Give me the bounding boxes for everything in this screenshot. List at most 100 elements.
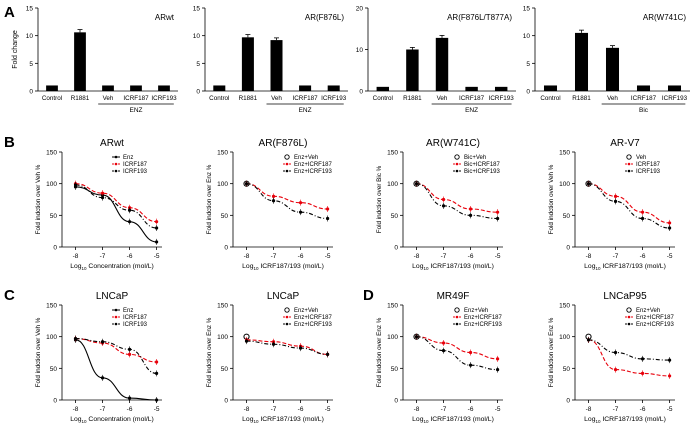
legend-marker [455, 322, 459, 326]
line-chart-mr49f: 0 50 100 150 -8 -7 -6 -5 MR49F Fold indction over… [376, 291, 503, 424]
bar-icrf187 [299, 85, 312, 91]
series-line-enz-icrf187 [246, 339, 328, 355]
y-tick-label: 20 [356, 6, 364, 13]
x-tick-label: -7 [100, 253, 106, 260]
y-tick-label: 100 [217, 181, 228, 188]
legend-marker [626, 154, 632, 160]
category-label: ICRF187 [292, 95, 318, 102]
y-axis-label: Fold indction over Enz % [206, 317, 213, 387]
category-label: R1881 [239, 95, 258, 102]
category-label: ICRF193 [489, 95, 515, 102]
x-axis-label: Log10 ICRF187/193 (mol/L) [242, 416, 324, 424]
category-label: ICRF193 [321, 95, 347, 102]
y-tick-label: 50 [50, 213, 58, 220]
legend-marker [285, 162, 289, 166]
y-tick-label: 0 [394, 398, 398, 405]
x-tick-label: -8 [73, 406, 79, 413]
bar-veh [605, 47, 620, 91]
legend-label: Enz+Veh [464, 308, 488, 314]
y-tick-label: 100 [217, 334, 228, 341]
panel-letter-c: C [4, 287, 15, 304]
legend-marker [114, 315, 118, 319]
y-tick-label: 15 [523, 6, 531, 13]
x-tick-label: -5 [667, 253, 673, 260]
x-axis-label: Log10 ICRF187/193 (mol/L) [584, 416, 666, 424]
treatment-label: ENZ [299, 107, 312, 114]
chart-title: AR(W741C) [643, 13, 686, 22]
treatment-label: ENZ [130, 107, 143, 114]
y-tick-label: 150 [387, 150, 398, 157]
legend-label: Enz+ICRF193 [294, 169, 333, 175]
legend-marker [626, 307, 632, 313]
bar-icrf193 [667, 85, 682, 91]
y-axis-label: Fold indction over Enz % [206, 164, 213, 234]
x-tick-label: -8 [73, 253, 79, 260]
y-axis-label: Fold indction over Veh % [35, 164, 42, 234]
y-tick-label: 10 [193, 33, 201, 40]
panel-letter-a: A [4, 4, 15, 21]
y-tick-label: 150 [387, 303, 398, 310]
chart-title: AR(F876L) [259, 138, 308, 149]
series-line-enz-icrf187 [588, 339, 670, 377]
y-tick-label: 100 [46, 181, 57, 188]
x-tick-label: -6 [468, 406, 474, 413]
y-tick-label: 5 [526, 61, 530, 68]
category-label: Veh [103, 95, 114, 102]
series-line-enz-icrf193 [246, 183, 328, 220]
bar-control [213, 85, 226, 91]
y-tick-label: 0 [566, 398, 570, 405]
legend-label: Enz+ICRF187 [636, 315, 675, 321]
series-line-icrf193 [588, 183, 670, 229]
x-tick-label: -8 [244, 406, 250, 413]
x-tick-label: -5 [495, 253, 501, 260]
y-tick-label: 10 [356, 47, 364, 54]
y-axis-label: Fold change [12, 30, 19, 69]
y-tick-label: 150 [46, 150, 57, 157]
bar-r1881 [406, 49, 419, 91]
x-tick-label: -7 [441, 253, 447, 260]
chart-title: AR-V7 [610, 138, 640, 149]
series-line-enz-icrf187 [246, 183, 328, 210]
y-tick-label: 50 [221, 213, 229, 220]
y-axis-label: Fold indction over Veh % [35, 317, 42, 387]
bar-icrf187 [636, 85, 651, 91]
legend-marker [114, 155, 118, 159]
x-axis-label: Log10 Concentration (mol/L) [70, 416, 154, 424]
legend-label: Enz [123, 308, 133, 314]
bar-chart-arwt: 0 5 10 15 Fold change ARwt Control R1881 Veh ICRF… [12, 6, 178, 114]
x-axis-label: Log10 Concentration (mol/L) [70, 263, 154, 271]
y-tick-label: 0 [526, 89, 530, 96]
line-chart-lncap95: 0 50 100 150 -8 -7 -6 -5 LNCaP95 Fold indction ov… [548, 291, 675, 424]
y-tick-label: 0 [29, 89, 33, 96]
y-axis-label: Fold indction over Enz % [376, 317, 383, 387]
y-tick-label: 50 [391, 366, 399, 373]
bar-veh [435, 37, 449, 91]
line-chart-lncap: 0 50 100 150 -8 -7 -6 -5 LNCaP Fold indction over… [35, 291, 162, 424]
series-line-icrf187 [75, 338, 157, 363]
legend-label: Enz+ICRF187 [294, 315, 333, 321]
bar-icrf193 [494, 86, 508, 91]
y-axis-label: Fold indction over Enz % [548, 317, 555, 387]
y-tick-label: 50 [563, 366, 571, 373]
x-tick-label: -5 [154, 406, 160, 413]
y-tick-label: 150 [46, 303, 57, 310]
legend-marker [285, 322, 289, 326]
bar-veh [270, 40, 283, 91]
y-tick-label: 0 [224, 398, 228, 405]
legend-label: Enz+Veh [294, 155, 318, 161]
category-label: R1881 [71, 95, 90, 102]
line-chart-lncap: 0 50 100 150 -8 -7 -6 -5 LNCaP Fold indction over… [206, 291, 333, 424]
x-tick-label: -6 [298, 253, 304, 260]
category-label: Control [209, 95, 229, 102]
x-tick-label: -7 [441, 406, 447, 413]
x-tick-label: -5 [325, 253, 331, 260]
legend-label: Enz+Veh [294, 308, 318, 314]
y-tick-label: 100 [559, 334, 570, 341]
y-tick-label: 0 [224, 245, 228, 252]
y-tick-label: 0 [394, 245, 398, 252]
chart-title: AR(F876L/T877A) [447, 13, 512, 22]
